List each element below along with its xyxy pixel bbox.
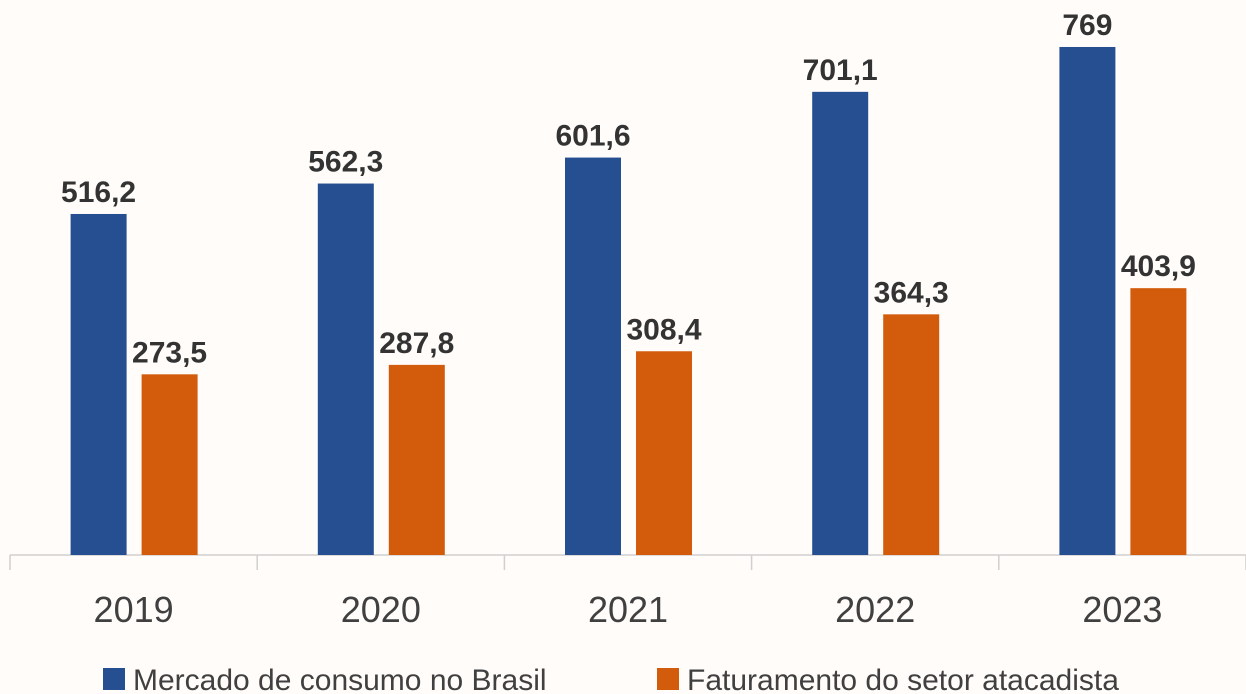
legend-swatch [657,668,679,690]
data-label: 403,9 [1121,250,1196,283]
data-label: 273,5 [132,336,207,369]
bar [1059,46,1116,556]
x-tick-label: 2023 [1082,589,1162,630]
data-label: 769 [1062,9,1112,42]
data-label: 562,3 [308,146,383,179]
legend-label: Faturamento do setor atacadista [687,664,1119,694]
data-label: 364,3 [874,276,949,309]
bar [812,91,869,555]
bar [1130,288,1187,555]
bar [636,351,692,555]
data-label: 308,4 [626,313,701,346]
data-label: 701,1 [803,54,878,87]
x-tick-label: 2022 [835,589,915,630]
data-label: 287,8 [379,327,454,360]
x-tick-label: 2019 [94,589,174,630]
bar [70,213,127,555]
legend-label: Mercado de consumo no Brasil [133,664,547,694]
x-tick-label: 2020 [341,589,421,630]
bar [883,314,940,555]
bar [317,183,374,555]
bar [388,364,445,555]
data-label: 601,6 [555,120,630,153]
data-label: 516,2 [61,176,136,209]
x-tick-label: 2021 [588,589,668,630]
bar [565,157,621,555]
legend-swatch [103,668,125,690]
bar [141,374,198,555]
